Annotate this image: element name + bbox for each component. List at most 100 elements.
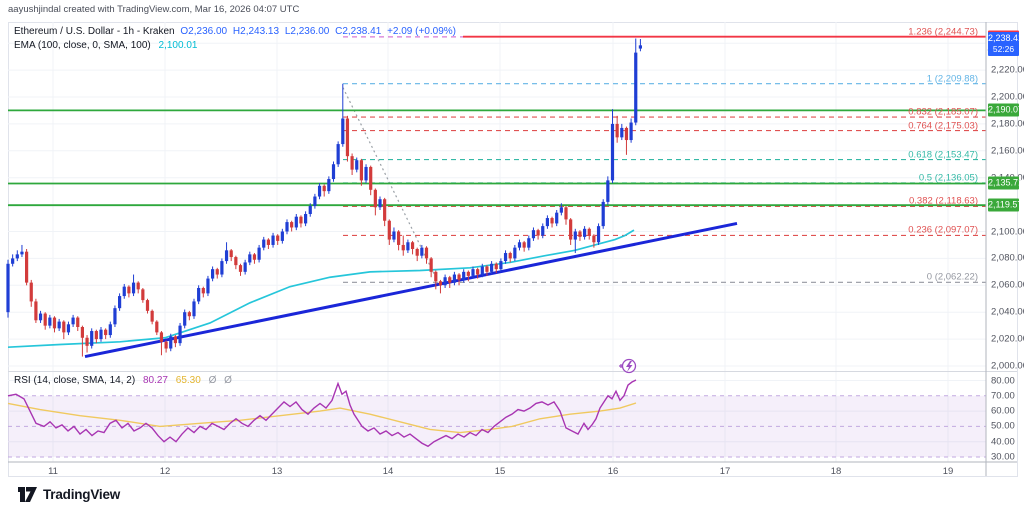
candle-up — [471, 269, 475, 276]
candle-down — [127, 286, 131, 294]
candle-up — [20, 251, 24, 255]
trendline — [84, 221, 738, 359]
candle-up — [331, 164, 336, 180]
candle-up — [499, 261, 503, 270]
fib-level-label: 0.382 (2,118.63) — [908, 195, 978, 207]
price-axis-tick: 2,080.00 — [991, 252, 1024, 264]
candle-up — [11, 258, 15, 264]
candle-up — [336, 144, 340, 165]
candle-up — [392, 231, 396, 240]
candle-down — [201, 287, 205, 294]
candle-up — [364, 166, 368, 181]
candle-down — [383, 199, 387, 221]
candle-down — [150, 310, 154, 322]
candle-up — [634, 52, 638, 123]
candle-down — [266, 239, 270, 245]
candle-down — [508, 253, 512, 259]
candle-up — [280, 231, 284, 241]
price-axis-tick: 2,060.00 — [991, 279, 1024, 291]
candle-down — [624, 127, 629, 141]
time-axis-label: 14 — [382, 466, 394, 477]
candle-down — [434, 271, 438, 282]
candle-up — [596, 226, 601, 243]
tradingview-logo-text: TradingView — [43, 487, 121, 502]
last-price-label: 2,238.41 52:26 — [988, 31, 1024, 56]
price-axis-tick: 2,020.00 — [991, 333, 1024, 345]
candle-down — [410, 242, 415, 249]
candle-up — [606, 180, 610, 202]
candle-up — [294, 216, 298, 228]
candle-up — [313, 196, 317, 206]
price-axis-tick: 2,040.00 — [991, 306, 1024, 318]
symbol-legend[interactable]: Ethereum / U.S. Dollar - 1h - Kraken O2,… — [14, 26, 456, 37]
candle-down — [522, 242, 526, 248]
symbol-title: Ethereum / U.S. Dollar - 1h - Kraken — [14, 26, 175, 37]
candle-up — [620, 127, 624, 138]
rsi-axis-tick: 80.00 — [991, 375, 1015, 386]
candle-down — [252, 254, 257, 260]
chart-frame — [8, 22, 1018, 477]
tradingview-logo[interactable]: TradingView — [18, 486, 120, 503]
candle-up — [248, 254, 252, 263]
fib-anchor-dotted-line — [342, 87, 438, 281]
candle-up — [378, 199, 382, 208]
rsi-sma-value: 65.30 — [175, 375, 201, 386]
ema-legend[interactable]: EMA (100, close, 0, SMA, 100) 2,100.01 — [14, 40, 197, 51]
fib-level-label: 1 (2,209.88) — [926, 73, 978, 85]
candle-down — [359, 160, 363, 181]
candle-up — [583, 228, 587, 237]
candle-up — [541, 226, 545, 236]
candle-up — [527, 238, 531, 248]
candle-up — [243, 262, 247, 272]
rsi-title: RSI (14, close, SMA, 14, 2) — [14, 375, 136, 386]
ema-line — [7, 229, 635, 349]
candle-up — [513, 247, 517, 259]
candle-down — [485, 266, 489, 272]
candle-up — [57, 321, 61, 329]
candle-down — [438, 281, 443, 286]
candle-down — [345, 118, 350, 157]
candle-up — [108, 324, 112, 336]
candle-up — [327, 179, 331, 192]
candle-up — [48, 317, 52, 326]
candle-up — [220, 261, 224, 275]
candle-up — [66, 324, 71, 333]
candle-down — [373, 189, 377, 208]
fib-level-label: 0.236 (2,097.07) — [908, 224, 978, 236]
time-axis-label: 18 — [830, 466, 842, 477]
candle-up — [317, 185, 322, 197]
rsi-axis-tick: 50.00 — [991, 420, 1015, 432]
candle-up — [555, 212, 559, 224]
candle-down — [80, 326, 84, 338]
ema-title: EMA (100, close, 0, SMA, 100) — [14, 40, 151, 51]
candle-up — [206, 278, 210, 294]
candle-up — [443, 277, 447, 286]
candle-up — [531, 230, 536, 239]
candle-up — [573, 231, 577, 240]
candle-down — [369, 166, 373, 190]
ema-value: 2,100.01 — [158, 40, 198, 51]
candle-up — [257, 247, 261, 260]
candle-up — [545, 218, 549, 227]
candle-down — [276, 235, 280, 241]
candle-down — [350, 156, 354, 170]
rsi-legend[interactable]: RSI (14, close, SMA, 14, 2) 80.27 65.30 … — [14, 375, 232, 386]
candle-up — [304, 214, 308, 224]
candle-down — [401, 244, 405, 251]
candle-down — [476, 269, 480, 275]
candle-up — [490, 263, 494, 272]
candle-up — [131, 282, 136, 294]
candle-up — [420, 247, 424, 256]
candle-down — [234, 257, 238, 266]
ohlc-low: L2,236.00 — [284, 26, 330, 37]
time-axis-label: 17 — [719, 466, 731, 477]
candle-up — [517, 242, 522, 248]
candle-up — [113, 308, 117, 325]
candle-up — [15, 254, 19, 259]
candle-up — [6, 263, 10, 313]
candle-up — [406, 242, 410, 251]
candle-down — [141, 289, 145, 301]
candle-down — [397, 231, 401, 245]
